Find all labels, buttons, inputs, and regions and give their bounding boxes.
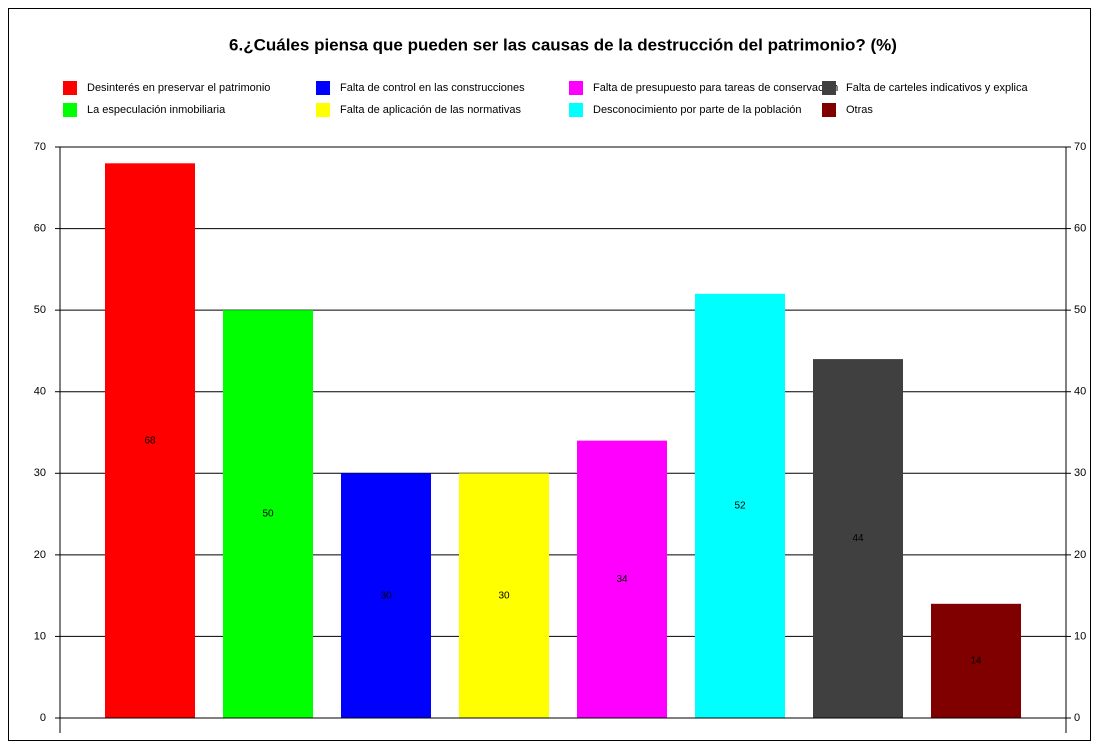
legend-label: La especulación inmobiliaria	[87, 104, 226, 116]
legend-label: Falta de control en las construcciones	[340, 82, 525, 94]
y2-tick-label: 50	[1074, 304, 1086, 316]
legend-swatch	[569, 81, 583, 95]
legend-swatch	[822, 81, 836, 95]
chart-title: 6.¿Cuáles piensa que pueden ser las caus…	[229, 35, 897, 54]
legend-label: Desconocimiento por parte de la població…	[593, 104, 802, 116]
bar	[813, 359, 903, 718]
legend-label: Otras	[846, 104, 873, 116]
bar	[105, 163, 195, 719]
data-label: 34	[616, 574, 628, 585]
legend-swatch	[63, 81, 77, 95]
legend-swatch	[316, 81, 330, 95]
legend-label: Desinterés en preservar el patrimonio	[87, 82, 270, 94]
legend-swatch	[569, 103, 583, 117]
data-label: 30	[380, 590, 392, 601]
y-tick-label: 30	[34, 467, 46, 479]
y2-tick-label: 30	[1074, 467, 1086, 479]
y2-tick-label: 10	[1074, 630, 1086, 642]
bar	[931, 603, 1021, 718]
legend-swatch	[63, 103, 77, 117]
legend-label: Falta de carteles indicativos y explica	[846, 82, 1028, 94]
bar	[695, 293, 785, 718]
data-label: 14	[970, 656, 982, 667]
legend-swatch	[316, 103, 330, 117]
y2-tick-label: 60	[1074, 222, 1086, 234]
y2-tick-label: 40	[1074, 386, 1086, 398]
data-label: 44	[852, 533, 864, 544]
y-tick-label: 20	[34, 549, 46, 561]
y2-tick-label: 20	[1074, 549, 1086, 561]
data-label: 50	[262, 509, 274, 520]
bar	[341, 473, 431, 718]
bar	[459, 473, 549, 718]
bar	[223, 310, 313, 718]
y-tick-label: 50	[34, 304, 46, 316]
legend-label: Falta de aplicación de las normativas	[340, 104, 521, 116]
data-label: 52	[734, 501, 746, 512]
bar	[577, 440, 667, 718]
y2-tick-label: 0	[1074, 712, 1080, 724]
y-tick-label: 60	[34, 222, 46, 234]
data-label: 30	[498, 590, 510, 601]
y-tick-label: 40	[34, 386, 46, 398]
y-tick-label: 10	[34, 630, 46, 642]
data-label: 68	[144, 435, 156, 446]
y-tick-label: 70	[34, 141, 46, 153]
y-tick-label: 0	[40, 712, 46, 724]
legend-swatch	[822, 103, 836, 117]
legend-label: Falta de presupuesto para tareas de cons…	[593, 82, 838, 94]
y2-tick-label: 70	[1074, 141, 1086, 153]
